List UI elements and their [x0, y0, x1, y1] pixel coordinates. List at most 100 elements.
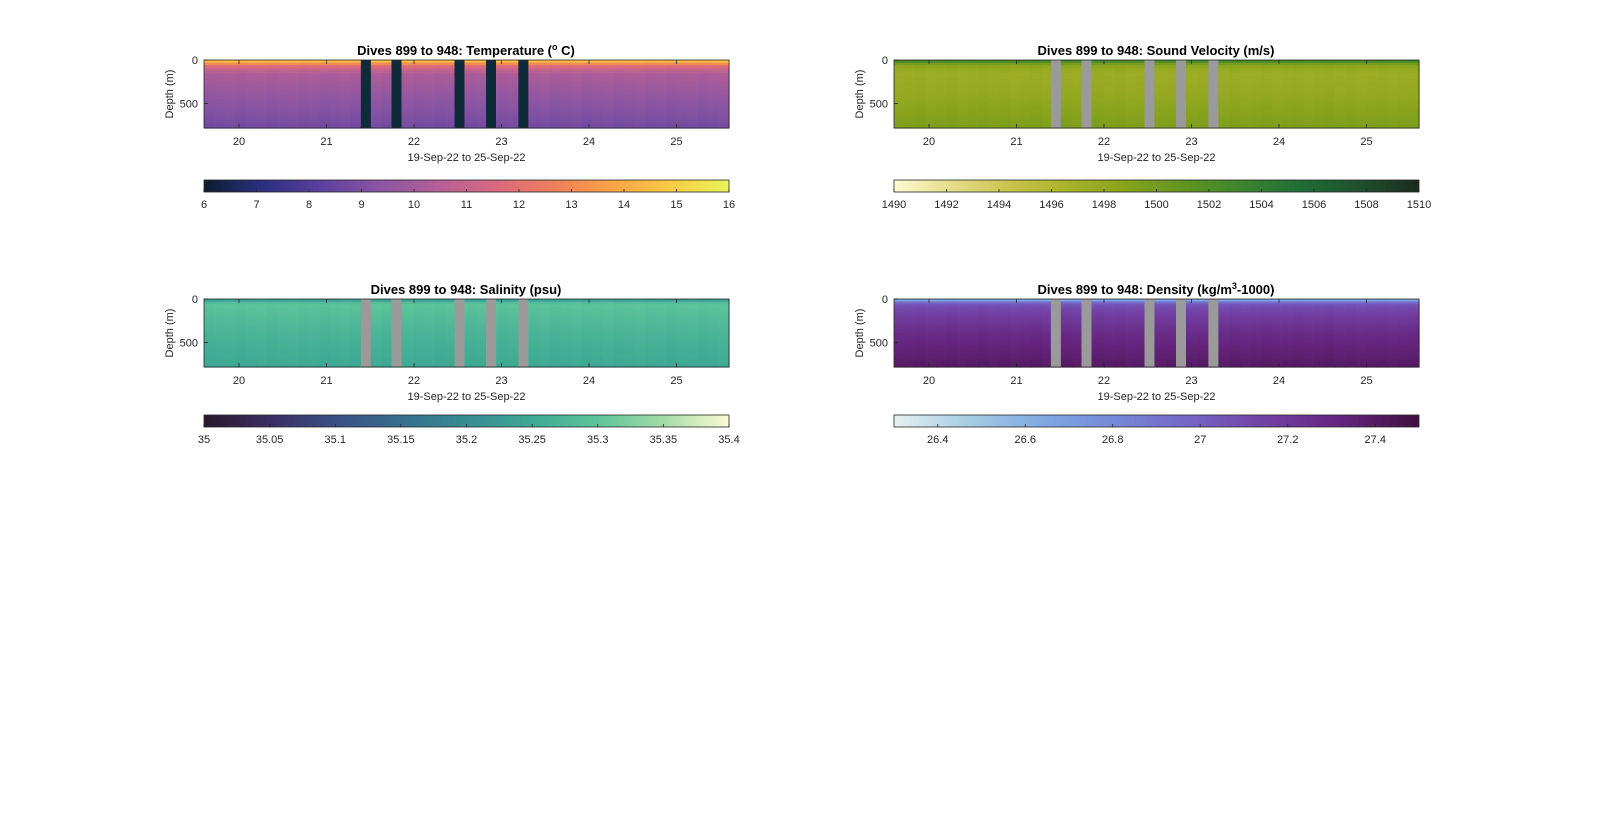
heatmap-cell	[466, 333, 478, 337]
heatmap-cell	[904, 330, 916, 334]
heatmap-cell	[988, 73, 1000, 77]
heatmap-cell	[1219, 122, 1231, 126]
heatmap-cell	[666, 88, 678, 92]
heatmap-cell	[1156, 356, 1168, 360]
heatmap-cell	[508, 351, 520, 355]
heatmap-cell	[978, 65, 990, 69]
heatmap-cell	[603, 104, 615, 108]
heatmap-cell	[1156, 338, 1168, 342]
heatmap-cell	[967, 364, 979, 368]
heatmap-cell	[288, 75, 300, 79]
heatmap-cell	[246, 65, 258, 69]
heatmap-cell	[288, 351, 300, 355]
heatmap-cell	[225, 125, 237, 129]
heatmap-cell	[1135, 88, 1147, 92]
heatmap-cell	[466, 99, 478, 103]
x-tick-label: 22	[1098, 136, 1110, 148]
heatmap-cell	[645, 117, 657, 121]
heatmap-cell	[1093, 120, 1105, 124]
heatmap-cell	[403, 306, 415, 311]
heatmap-cell	[319, 330, 331, 334]
heatmap-cell	[214, 60, 226, 64]
heatmap-cell	[946, 346, 958, 350]
heatmap-cell	[1356, 80, 1368, 85]
heatmap-cell	[1366, 104, 1378, 108]
heatmap-cell	[1356, 96, 1368, 100]
heatmap-cell	[1030, 333, 1042, 337]
heatmap-cell	[267, 359, 279, 363]
heatmap-cell	[277, 99, 289, 103]
heatmap-cell	[288, 83, 300, 87]
heatmap-cell	[676, 83, 688, 87]
heatmap-cell	[204, 104, 216, 108]
heatmap-cell	[508, 348, 520, 352]
heatmap-cell	[946, 109, 958, 113]
heatmap-cell	[967, 340, 979, 345]
heatmap-cell	[1198, 325, 1210, 329]
heatmap-cell	[288, 80, 300, 85]
heatmap-cell	[330, 338, 342, 342]
heatmap-cell	[936, 109, 948, 113]
heatmap-cell	[697, 94, 709, 98]
heatmap-cell	[666, 325, 678, 329]
heatmap-cell	[1398, 91, 1410, 95]
heatmap-cell	[1114, 104, 1126, 108]
heatmap-cell	[1030, 114, 1042, 119]
heatmap-cell	[204, 299, 216, 303]
heatmap-cell	[372, 351, 384, 355]
heatmap-cell	[256, 117, 268, 121]
heatmap-cell	[687, 117, 699, 121]
heatmap-cell	[655, 351, 667, 355]
heatmap-cell	[634, 317, 646, 321]
heatmap-cell	[624, 78, 636, 82]
heatmap-cell	[946, 120, 958, 124]
heatmap-cell	[1156, 114, 1168, 119]
heatmap-cell	[330, 299, 342, 303]
heatmap-cell	[687, 351, 699, 355]
heatmap-cell	[1009, 80, 1021, 85]
heatmap-cell	[445, 306, 457, 311]
x-tick-label: 25	[670, 136, 682, 148]
heatmap-cell	[1188, 80, 1200, 85]
heatmap-cell	[267, 80, 279, 85]
heatmap-cell	[330, 80, 342, 85]
heatmap-cell	[1062, 322, 1074, 326]
heatmap-cell	[603, 306, 615, 311]
heatmap-cell	[1303, 91, 1315, 95]
heatmap-cell	[477, 86, 489, 90]
heatmap-cell	[298, 96, 310, 100]
heatmap-cell	[645, 306, 657, 311]
heatmap-cell	[1104, 338, 1116, 342]
heatmap-cell	[529, 330, 541, 334]
heatmap-cell	[1251, 312, 1263, 316]
heatmap-cell	[603, 60, 615, 64]
heatmap-cell	[676, 104, 688, 108]
heatmap-cell	[540, 364, 552, 368]
heatmap-cell	[529, 340, 541, 345]
heatmap-cell	[1062, 335, 1074, 339]
heatmap-cell	[1156, 109, 1168, 113]
heatmap-cell	[508, 112, 520, 116]
heatmap-cell	[246, 309, 258, 313]
heatmap-cell	[498, 67, 510, 72]
heatmap-cell	[403, 83, 415, 87]
heatmap-cell	[540, 351, 552, 355]
heatmap-cell	[235, 327, 247, 331]
heatmap-cell	[1093, 327, 1105, 331]
heatmap-cell	[666, 73, 678, 77]
heatmap-cell	[999, 335, 1011, 339]
heatmap-cell	[561, 120, 573, 124]
heatmap-cell	[1104, 96, 1116, 100]
heatmap-cell	[582, 317, 594, 321]
heatmap-cell	[1156, 361, 1168, 365]
heatmap-cell	[309, 346, 321, 350]
heatmap-cell	[708, 333, 720, 337]
heatmap-cell	[978, 299, 990, 303]
heatmap-cell	[718, 80, 730, 85]
heatmap-cell	[904, 94, 916, 98]
heatmap-cell	[1041, 312, 1053, 316]
heatmap-cell	[904, 91, 916, 95]
heatmap-cell	[1062, 67, 1074, 72]
heatmap-cell	[676, 348, 688, 352]
heatmap-cell	[1125, 109, 1137, 113]
